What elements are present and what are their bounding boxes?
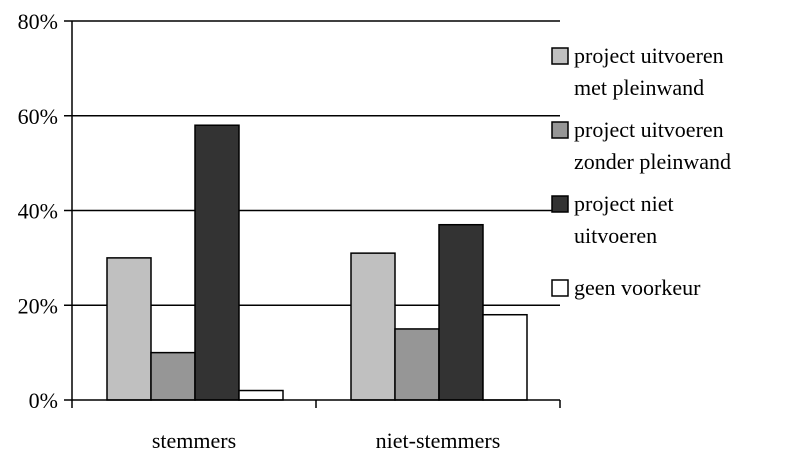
y-tick-label: 20% [18, 293, 58, 318]
bar [194, 124, 240, 401]
x-tick-label: stemmers [152, 428, 236, 452]
bar [350, 252, 396, 401]
legend-label: met pleinwand [574, 75, 704, 100]
legend-item: project uitvoeren met pleinwand [551, 43, 724, 100]
legend-label: geen voorkeur [574, 275, 701, 300]
legend-item: project uitvoeren zonder pleinwand [551, 117, 731, 174]
axes [64, 20, 561, 408]
legend-swatch [551, 195, 569, 213]
y-tick-labels: 0% 20% 40% 60% 80% [18, 9, 58, 413]
y-tick-label: 60% [18, 104, 58, 129]
legend-item: project niet uitvoeren [551, 191, 674, 248]
x-tick-labels: stemmers niet-stemmers [152, 428, 500, 452]
legend-label: zonder pleinwand [574, 149, 731, 174]
bar [106, 257, 152, 401]
bar [238, 389, 284, 401]
legend-label: project uitvoeren [574, 43, 724, 68]
legend-swatch [551, 279, 569, 297]
bar [438, 223, 484, 401]
bar [150, 351, 196, 401]
legend-label: project niet [574, 191, 674, 216]
bar [482, 313, 528, 401]
y-tick-label: 40% [18, 199, 58, 224]
y-tick-label: 0% [29, 388, 58, 413]
bars [106, 124, 528, 401]
legend-label: uitvoeren [574, 223, 657, 248]
legend-swatch [551, 121, 569, 139]
bar [394, 328, 440, 401]
legend-swatch [551, 47, 569, 65]
y-tick-label: 80% [18, 9, 58, 34]
x-tick-label: niet-stemmers [376, 428, 501, 452]
legend-label: project uitvoeren [574, 117, 724, 142]
legend-item: geen voorkeur [551, 275, 701, 300]
